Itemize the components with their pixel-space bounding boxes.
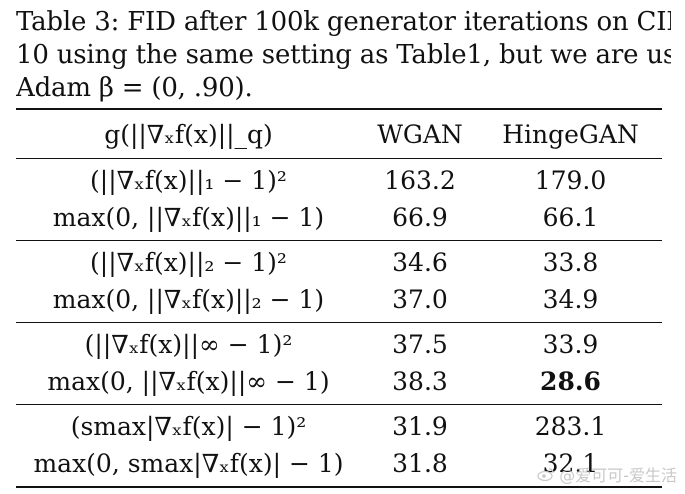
table-row: max(0, smax|∇ₓf(x)| − 1) 31.8 32.1 xyxy=(16,445,662,482)
row-wgan-value: 31.9 xyxy=(392,412,448,441)
row-expression: (smax|∇ₓf(x)| − 1)² xyxy=(70,412,307,441)
table-row: max(0, ||∇ₓf(x)||₁ − 1) 66.9 66.1 xyxy=(16,199,662,236)
row-hinge-value: 283.1 xyxy=(534,412,607,441)
watermark-text: @爱可可-爱生活 xyxy=(559,466,677,485)
table-group-l1: (||∇ₓf(x)||₁ − 1)² 163.2 179.0 max(0, ||… xyxy=(16,159,662,240)
header-wgan: WGAN xyxy=(377,119,463,149)
row-expression: (||∇ₓf(x)||∞ − 1)² xyxy=(84,330,293,359)
row-expression: max(0, ||∇ₓf(x)||₁ − 1) xyxy=(52,203,325,232)
row-expression: (||∇ₓf(x)||₂ − 1)² xyxy=(90,248,287,277)
row-hinge-value: 33.9 xyxy=(542,330,599,359)
row-wgan-value: 37.0 xyxy=(392,285,448,314)
group-rule xyxy=(16,404,662,405)
top-rule xyxy=(16,108,662,110)
row-wgan-value: 66.9 xyxy=(392,203,448,232)
row-expression: max(0, ||∇ₓf(x)||∞ − 1) xyxy=(47,367,330,396)
caption-line-3: Adam β = (0, .90). xyxy=(16,73,253,103)
table-group-l2: (||∇ₓf(x)||₂ − 1)² 34.6 33.8 max(0, ||∇ₓ… xyxy=(16,241,662,322)
bottom-rule xyxy=(16,486,662,488)
header-hingegan: HingeGAN xyxy=(502,119,639,149)
row-hinge-value: 66.1 xyxy=(542,203,599,232)
row-wgan-value: 31.8 xyxy=(392,449,448,478)
results-table: g(||∇ₓf(x)||_q) WGAN HingeGAN (||∇ₓf(x)|… xyxy=(16,108,662,488)
table-group-smax: (smax|∇ₓf(x)| − 1)² 31.9 283.1 max(0, sm… xyxy=(16,405,662,486)
caption-line-1: Table 3: FID after 100k generator iterat… xyxy=(16,7,671,37)
row-hinge-value-best: 28.6 xyxy=(540,367,601,396)
row-hinge-value: 34.9 xyxy=(542,285,599,314)
row-wgan-value: 38.3 xyxy=(392,367,448,396)
row-hinge-value: 179.0 xyxy=(534,166,607,195)
table-row: (||∇ₓf(x)||₁ − 1)² 163.2 179.0 xyxy=(16,162,662,199)
row-wgan-value: 163.2 xyxy=(384,166,456,195)
table-row: max(0, ||∇ₓf(x)||∞ − 1) 38.3 28.6 xyxy=(16,363,662,400)
row-expression: max(0, ||∇ₓf(x)||₂ − 1) xyxy=(52,285,325,314)
row-hinge-value: 32.1 xyxy=(542,449,599,478)
group-rule xyxy=(16,322,662,323)
row-wgan-value: 34.6 xyxy=(392,248,448,277)
table-row: (||∇ₓf(x)||₂ − 1)² 34.6 33.8 xyxy=(16,244,662,281)
caption-line-2: 10 using the same setting as Table1, but… xyxy=(16,40,671,70)
table-row: (smax|∇ₓf(x)| − 1)² 31.9 283.1 xyxy=(16,408,662,445)
table-row: (||∇ₓf(x)||∞ − 1)² 37.5 33.9 xyxy=(16,326,662,363)
table-row: max(0, ||∇ₓf(x)||₂ − 1) 37.0 34.9 xyxy=(16,281,662,318)
row-hinge-value: 33.8 xyxy=(542,248,599,277)
table-group-linf: (||∇ₓf(x)||∞ − 1)² 37.5 33.9 max(0, ||∇ₓ… xyxy=(16,323,662,404)
watermark: @爱可可-爱生活 xyxy=(537,462,677,486)
row-expression: max(0, smax|∇ₓf(x)| − 1) xyxy=(33,449,344,478)
weibo-icon xyxy=(537,468,554,481)
row-wgan-value: 37.5 xyxy=(392,330,448,359)
group-rule xyxy=(16,240,662,241)
table-header-row: g(||∇ₓf(x)||_q) WGAN HingeGAN xyxy=(16,110,662,158)
table-caption: Table 3: FID after 100k generator iterat… xyxy=(16,6,671,105)
header-expression: g(||∇ₓf(x)||_q) xyxy=(104,119,273,149)
row-expression: (||∇ₓf(x)||₁ − 1)² xyxy=(90,166,287,195)
header-rule xyxy=(16,158,662,159)
